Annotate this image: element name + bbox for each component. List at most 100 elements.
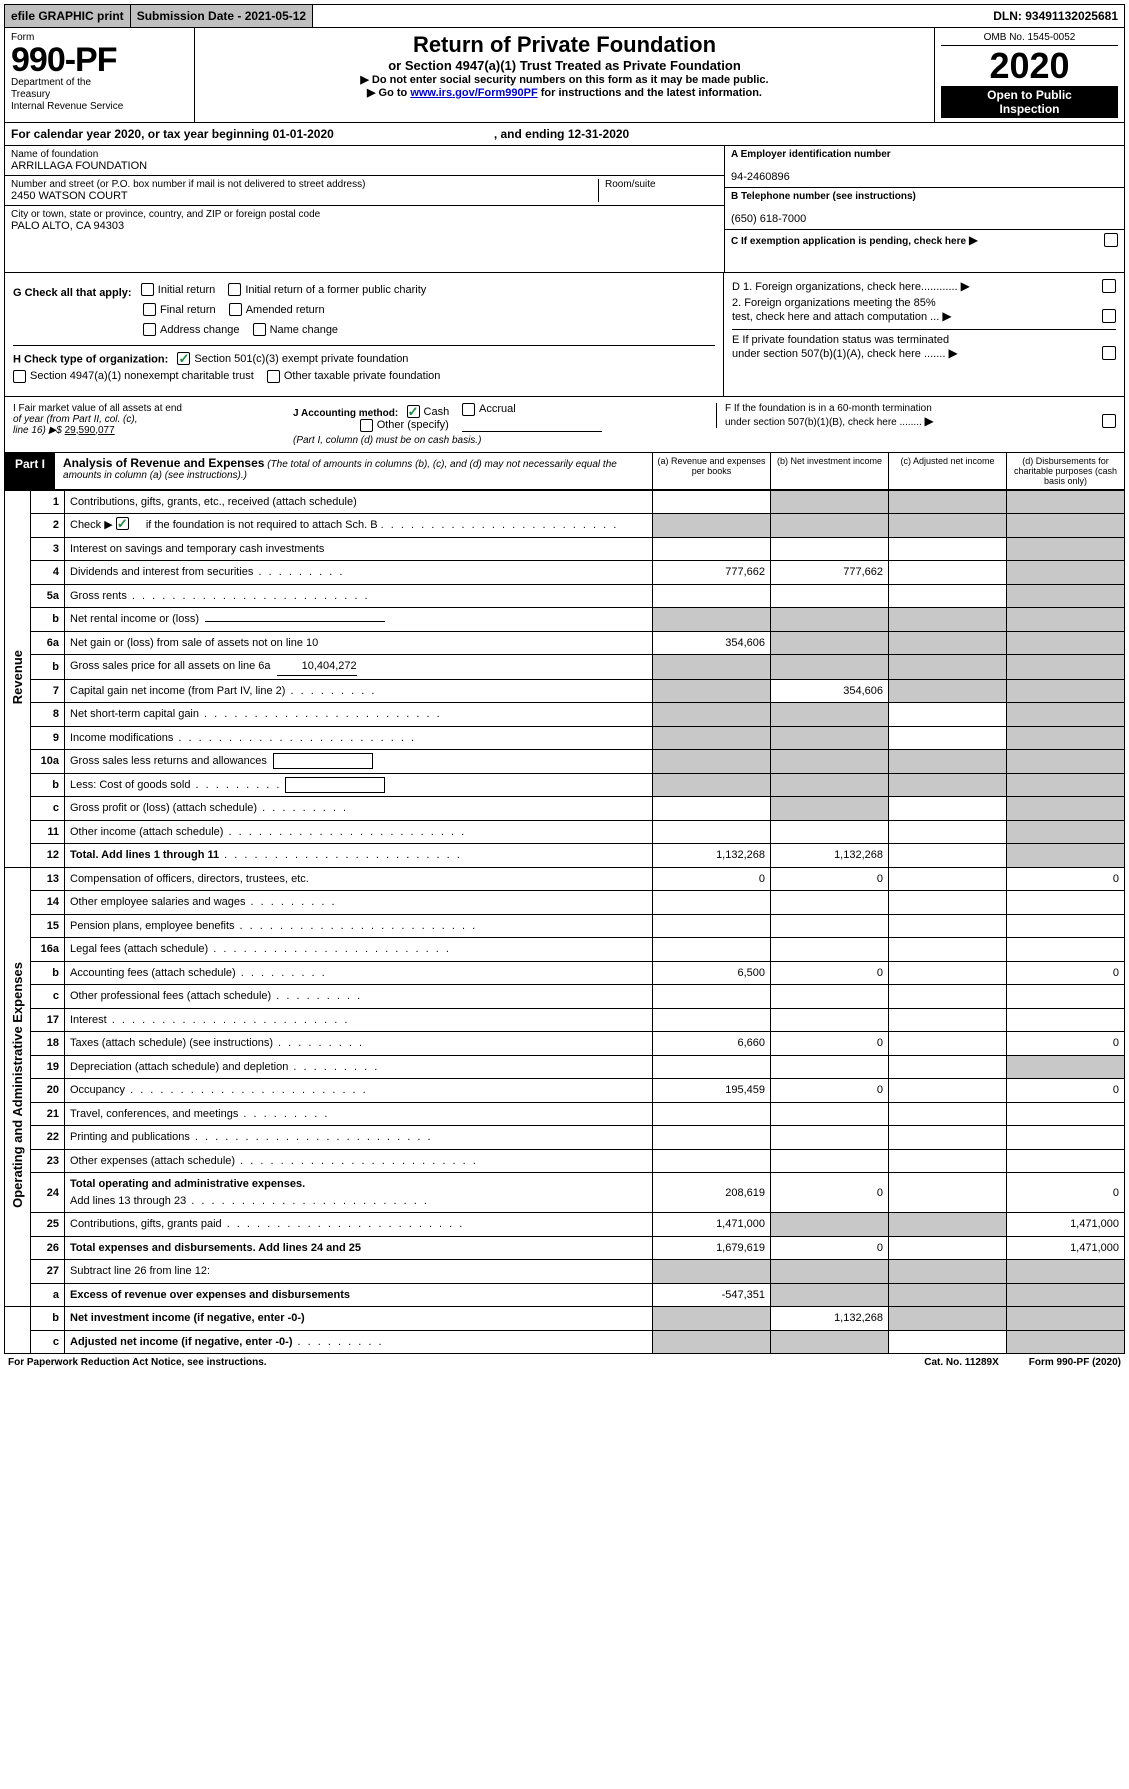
chk-address-change[interactable]: Address change xyxy=(143,323,240,336)
footer: For Paperwork Reduction Act Notice, see … xyxy=(4,1354,1125,1371)
part1-cols: (a) Revenue and expenses per books (b) N… xyxy=(652,453,1124,489)
r26-b: 0 xyxy=(771,1236,889,1260)
r24-d: 0 xyxy=(1007,1173,1125,1213)
row-18: 18Taxes (attach schedule) (see instructi… xyxy=(5,1032,1125,1056)
r11-desc: Other income (attach schedule) xyxy=(70,826,223,838)
r18-desc: Taxes (attach schedule) (see instruction… xyxy=(70,1037,273,1049)
r4-b: 777,662 xyxy=(771,561,889,585)
row-21: 21Travel, conferences, and meetings xyxy=(5,1102,1125,1126)
col-a-hdr: (a) Revenue and expenses per books xyxy=(652,453,770,489)
r9-desc: Income modifications xyxy=(70,732,173,744)
r27a-desc: Excess of revenue over expenses and disb… xyxy=(70,1289,350,1301)
chk-final[interactable]: Final return xyxy=(143,303,216,316)
dept-line3: Internal Revenue Service xyxy=(11,101,188,113)
j-label: J Accounting method: xyxy=(293,408,398,419)
chk-name-change[interactable]: Name change xyxy=(253,323,339,336)
h-line: H Check type of organization: Section 50… xyxy=(13,345,715,366)
city-state-zip: PALO ALTO, CA 94303 xyxy=(11,220,124,232)
entity-left: Name of foundation ARRILLAGA FOUNDATION … xyxy=(5,146,724,272)
row-16a: 16aLegal fees (attach schedule) xyxy=(5,938,1125,962)
chk-other-taxable[interactable]: Other taxable private foundation xyxy=(267,370,441,383)
chk-initial-former[interactable]: Initial return of a former public charit… xyxy=(228,283,426,296)
r12-b: 1,132,268 xyxy=(771,844,889,868)
submission-date: Submission Date - 2021-05-12 xyxy=(131,5,313,27)
cal-end: , and ending 12-31-2020 xyxy=(494,127,629,141)
r16b-b: 0 xyxy=(771,961,889,985)
r1-desc: Contributions, gifts, grants, etc., rece… xyxy=(65,490,653,514)
chk-other-method[interactable]: Other (specify) xyxy=(360,419,449,432)
phone-label: B Telephone number (see instructions) xyxy=(731,191,916,202)
d1-checkbox[interactable] xyxy=(1102,279,1116,293)
r16b-desc: Accounting fees (attach schedule) xyxy=(70,967,236,979)
chk-501c3[interactable]: Section 501(c)(3) exempt private foundat… xyxy=(177,352,408,365)
pending-checkbox[interactable] xyxy=(1104,233,1118,247)
row-13: Operating and Administrative Expenses 13… xyxy=(5,867,1125,891)
f-checkbox[interactable] xyxy=(1102,414,1116,428)
city-label: City or town, state or province, country… xyxy=(11,209,320,220)
chk-cash[interactable]: Cash xyxy=(407,405,450,418)
row-12: 12Total. Add lines 1 through 111,132,268… xyxy=(5,844,1125,868)
r26-d: 1,471,000 xyxy=(1007,1236,1125,1260)
h-line2: Section 4947(a)(1) nonexempt charitable … xyxy=(13,370,715,386)
r18-a: 6,660 xyxy=(653,1032,771,1056)
r24-b: 0 xyxy=(771,1173,889,1213)
row-8: 8Net short-term capital gain xyxy=(5,703,1125,727)
e-checkbox[interactable] xyxy=(1102,346,1116,360)
row-19: 19Depreciation (attach schedule) and dep… xyxy=(5,1055,1125,1079)
entity-block: Name of foundation ARRILLAGA FOUNDATION … xyxy=(4,146,1125,273)
footer-right: Form 990-PF (2020) xyxy=(1029,1357,1121,1368)
part1-desc: Analysis of Revenue and Expenses (The to… xyxy=(55,453,652,489)
r13-d: 0 xyxy=(1007,867,1125,891)
d1-row: D 1. Foreign organizations, check here..… xyxy=(732,279,1116,293)
row-11: 11Other income (attach schedule) xyxy=(5,820,1125,844)
irs-link[interactable]: www.irs.gov/Form990PF xyxy=(410,87,537,99)
chk-4947[interactable]: Section 4947(a)(1) nonexempt charitable … xyxy=(13,370,254,383)
phone-value: (650) 618-7000 xyxy=(731,213,806,225)
inspect-line1: Open to Public xyxy=(987,88,1072,102)
d2-checkbox[interactable] xyxy=(1102,309,1116,323)
chk-accrual[interactable]: Accrual xyxy=(462,403,516,416)
f-label2: under section 507(b)(1)(B), check here .… xyxy=(725,417,922,428)
col-c-hdr: (c) Adjusted net income xyxy=(888,453,1006,489)
r16c-desc: Other professional fees (attach schedule… xyxy=(70,990,271,1002)
chk-sch-b[interactable] xyxy=(116,517,133,530)
r13-a: 0 xyxy=(653,867,771,891)
i-block: I Fair market value of all assets at end… xyxy=(13,403,263,436)
row-10a: 10aGross sales less returns and allowanc… xyxy=(5,750,1125,774)
r12-desc: Total. Add lines 1 through 11 xyxy=(70,849,219,861)
row-1: Revenue 1Contributions, gifts, grants, e… xyxy=(5,490,1125,514)
part1-header: Part I Analysis of Revenue and Expenses … xyxy=(4,453,1125,490)
form-note1: ▶ Do not enter social security numbers o… xyxy=(201,73,928,86)
f-label1: F If the foundation is in a 60-month ter… xyxy=(725,403,932,414)
check-icon xyxy=(116,517,129,530)
r3-desc: Interest on savings and temporary cash i… xyxy=(65,537,653,561)
r24a-desc: Total operating and administrative expen… xyxy=(70,1178,305,1190)
r24b-desc: Add lines 13 through 23 xyxy=(70,1195,186,1207)
col-b-hdr: (b) Net investment income xyxy=(770,453,888,489)
r20-d: 0 xyxy=(1007,1079,1125,1103)
row-2: 2 Check ▶ if the foundation is not requi… xyxy=(5,514,1125,538)
chk-amended[interactable]: Amended return xyxy=(229,303,325,316)
part1-title: Analysis of Revenue and Expenses xyxy=(63,456,264,470)
efile-label[interactable]: efile GRAPHIC print xyxy=(5,5,131,27)
r23-desc: Other expenses (attach schedule) xyxy=(70,1155,235,1167)
i-line2: of year (from Part II, col. (c), xyxy=(13,414,137,425)
row-27c: cAdjusted net income (if negative, enter… xyxy=(5,1330,1125,1354)
city-row: City or town, state or province, country… xyxy=(5,206,724,235)
r10a-desc: Gross sales less returns and allowances xyxy=(70,755,267,767)
footer-mid: Cat. No. 11289X xyxy=(924,1357,998,1368)
d2-label2: test, check here and attach computation … xyxy=(732,311,939,323)
r13-desc: Compensation of officers, directors, tru… xyxy=(65,867,653,891)
row-10b: bLess: Cost of goods sold xyxy=(5,773,1125,797)
year-box: OMB No. 1545-0052 2020 Open to Public In… xyxy=(934,28,1124,122)
chk-initial[interactable]: Initial return xyxy=(141,283,215,296)
r27-desc: Subtract line 26 from line 12: xyxy=(65,1260,653,1284)
r12-a: 1,132,268 xyxy=(653,844,771,868)
r5a-desc: Gross rents xyxy=(70,590,127,602)
row-23: 23Other expenses (attach schedule) xyxy=(5,1149,1125,1173)
dept-line2: Treasury xyxy=(11,89,188,101)
row-7: 7Capital gain net income (from Part IV, … xyxy=(5,679,1125,703)
r16b-d: 0 xyxy=(1007,961,1125,985)
row-27a: aExcess of revenue over expenses and dis… xyxy=(5,1283,1125,1307)
r13-b: 0 xyxy=(771,867,889,891)
